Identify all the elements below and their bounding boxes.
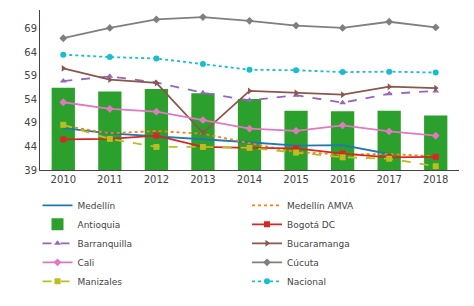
svg-text:59: 59: [24, 70, 37, 81]
svg-text:Bucaramanga: Bucaramanga: [287, 239, 350, 249]
svg-text:39: 39: [24, 165, 37, 176]
svg-text:69: 69: [24, 23, 37, 34]
svg-text:64: 64: [24, 47, 37, 58]
svg-text:Nacional: Nacional: [287, 277, 326, 287]
svg-text:Bogotá DC: Bogotá DC: [287, 220, 335, 230]
svg-text:49: 49: [24, 117, 37, 128]
svg-text:2015: 2015: [283, 174, 308, 185]
svg-text:Cúcuta: Cúcuta: [287, 258, 319, 268]
svg-text:2013: 2013: [190, 174, 215, 185]
svg-text:Manizales: Manizales: [78, 277, 123, 287]
svg-text:2014: 2014: [237, 174, 262, 185]
svg-text:2018: 2018: [423, 174, 448, 185]
svg-text:Antioquia: Antioquia: [78, 220, 121, 230]
svg-text:Barranquilla: Barranquilla: [78, 239, 133, 249]
svg-text:2011: 2011: [97, 174, 122, 185]
svg-text:54: 54: [24, 94, 37, 105]
svg-text:2012: 2012: [144, 174, 169, 185]
svg-text:2017: 2017: [376, 174, 401, 185]
svg-text:Medellín AMVA: Medellín AMVA: [287, 201, 354, 211]
svg-text:Medellín: Medellín: [78, 201, 116, 211]
svg-text:2010: 2010: [51, 174, 76, 185]
svg-text:44: 44: [24, 141, 37, 152]
svg-text:2016: 2016: [330, 174, 355, 185]
svg-text:Cali: Cali: [78, 258, 95, 268]
